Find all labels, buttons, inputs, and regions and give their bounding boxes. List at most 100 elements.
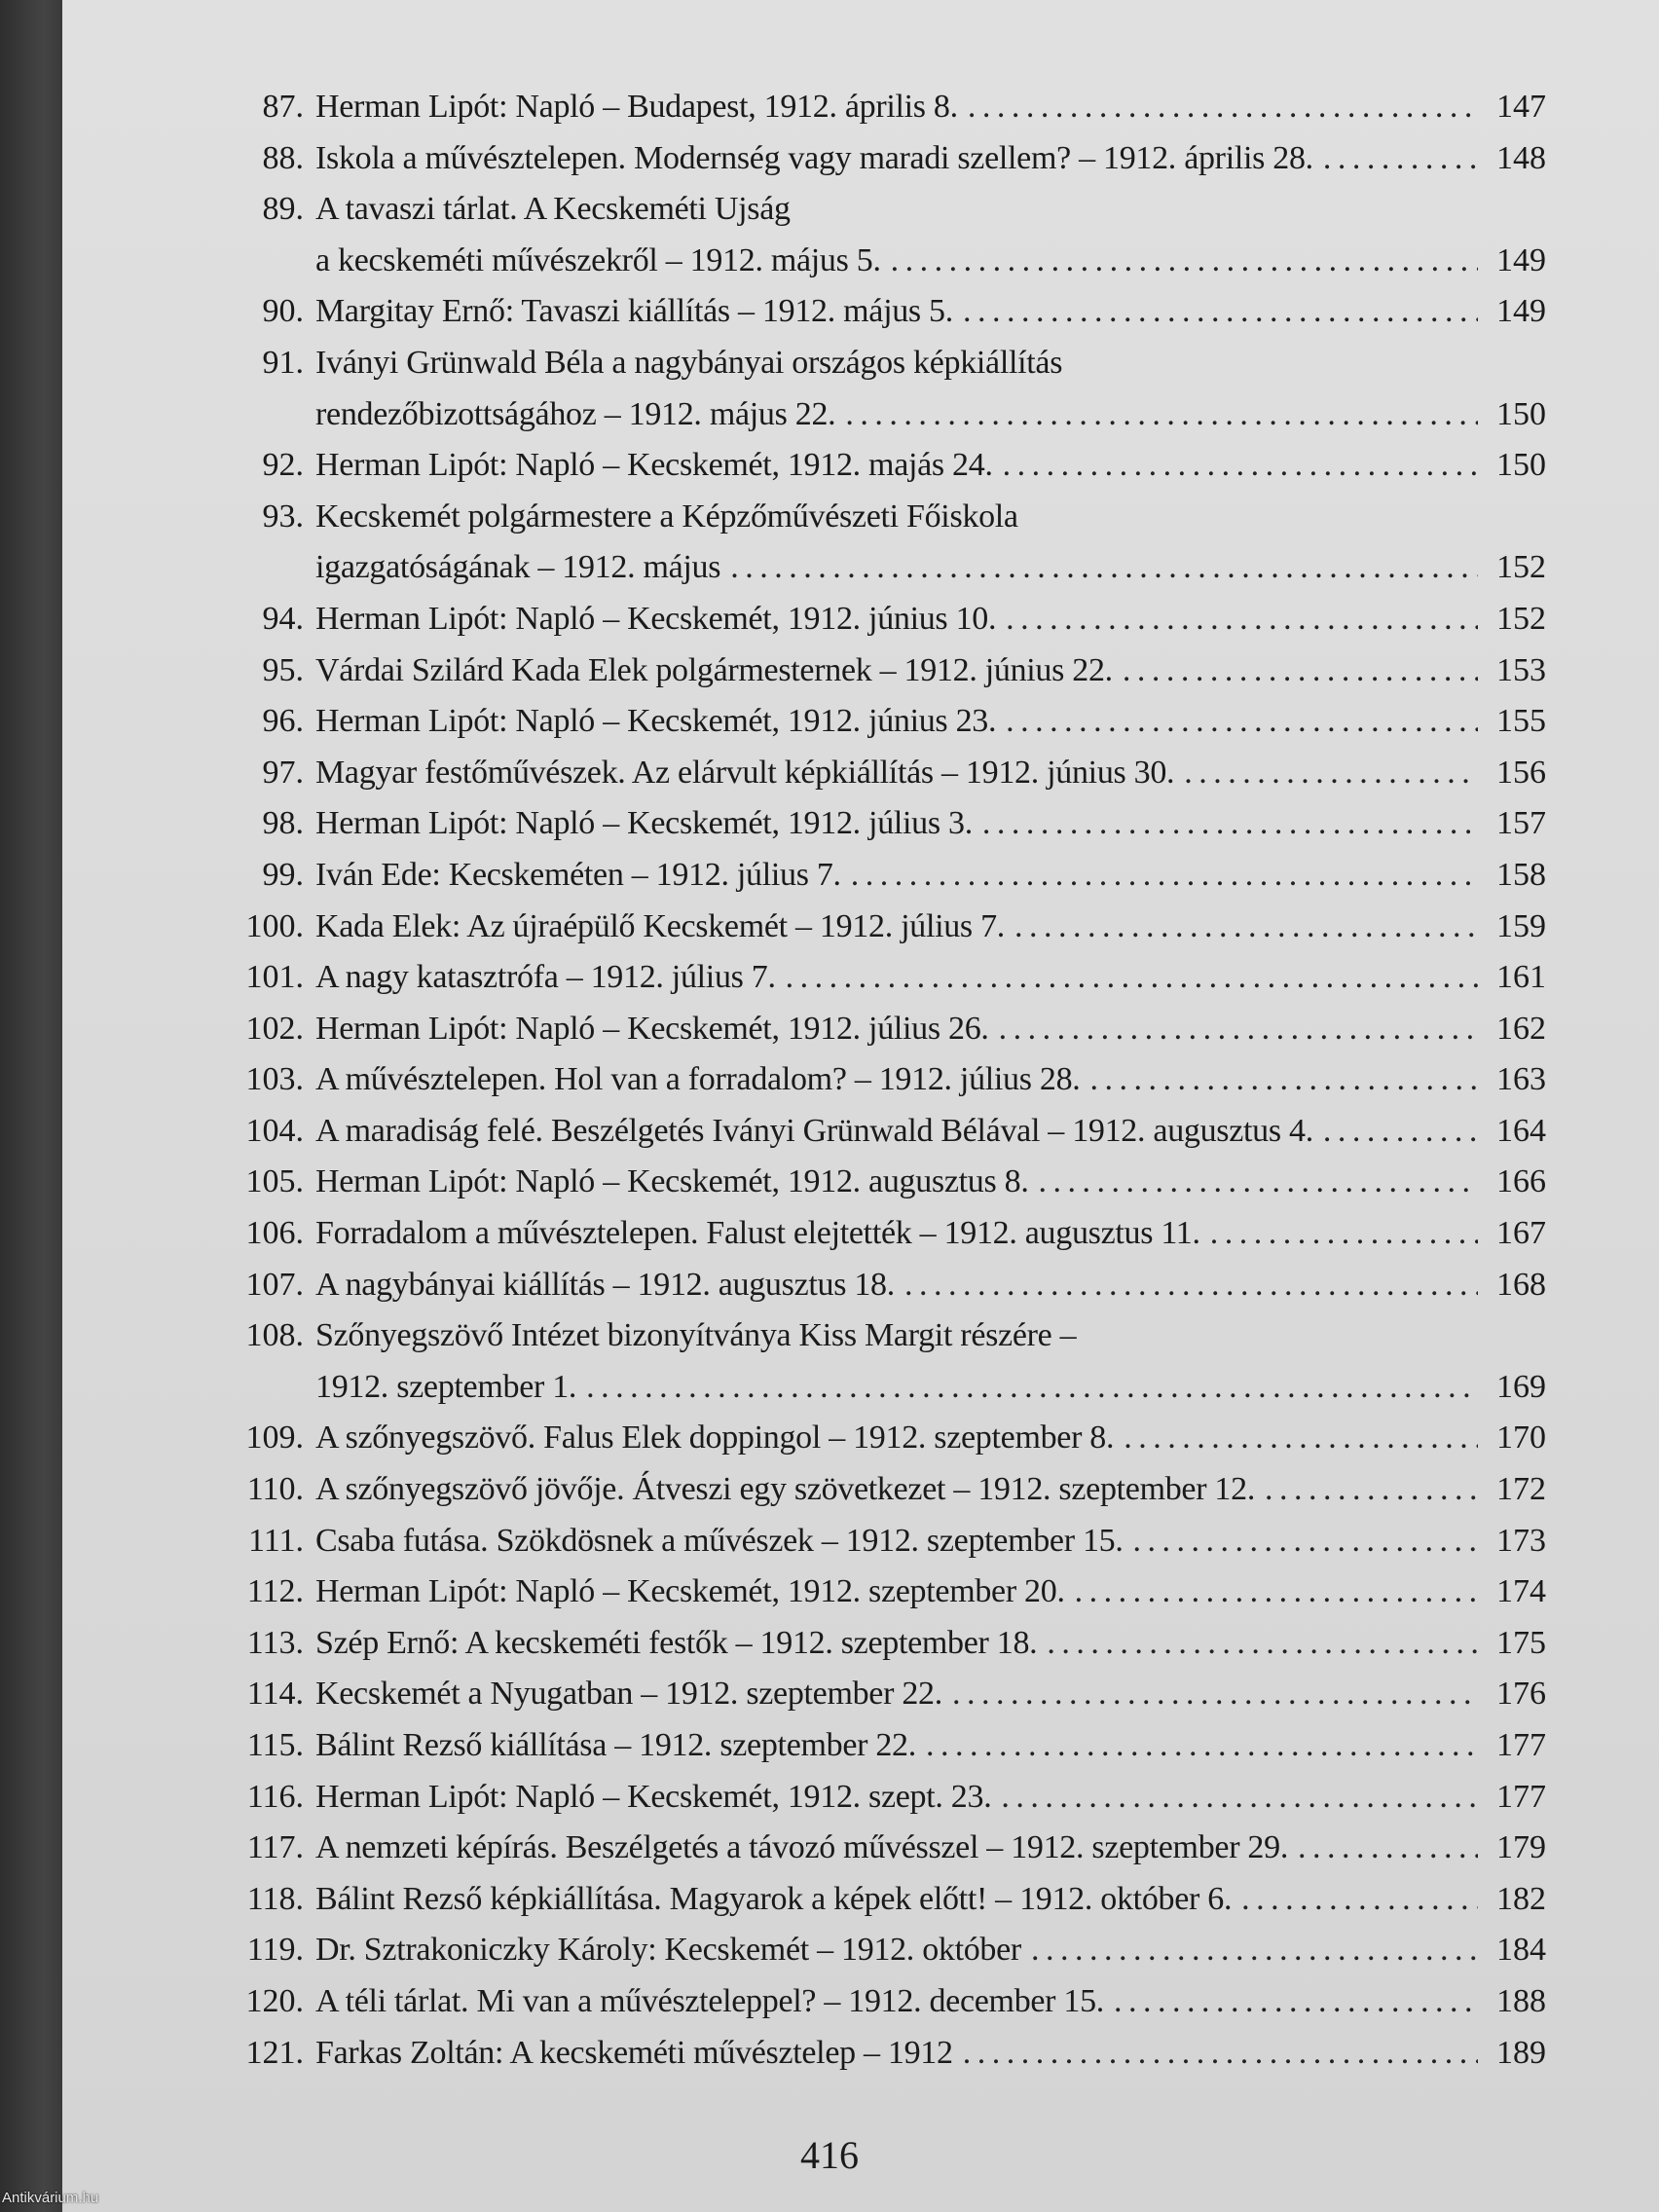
entry-title: Herman Lipót: Napló – Kecskemét, 1912. j… (315, 600, 997, 637)
dot-leader (1006, 594, 1478, 645)
dot-leader (1047, 1618, 1478, 1670)
dot-leader (1298, 1823, 1478, 1874)
entry-title: a kecskeméti művészekről – 1912. május 5… (315, 241, 881, 278)
dot-leader (926, 1720, 1478, 1772)
entry-title: A nagybányai kiállítás – 1912. augusztus… (315, 1266, 895, 1303)
toc-entry: 99. Iván Ede: Kecskeméten – 1912. július … (214, 850, 1547, 902)
entry-page-number: 152 (1496, 549, 1546, 586)
book-spine-shadow (0, 0, 62, 2212)
entry-title: Herman Lipót: Napló – Kecskemét, 1912. s… (315, 1573, 1065, 1610)
entry-page-number: 174 (1496, 1573, 1546, 1610)
toc-entry-continuation: 1912. szeptember 1. 169 (214, 1362, 1546, 1414)
entry-page-number: 169 (1496, 1368, 1546, 1405)
entry-page-number: 155 (1496, 703, 1546, 740)
dot-leader (1265, 1464, 1478, 1516)
entry-title: Szép Ernő: A kecskeméti festők – 1912. s… (315, 1624, 1038, 1661)
entry-page-number: 167 (1496, 1215, 1546, 1252)
entry-number: 110. (246, 1471, 304, 1508)
entry-title: Dr. Sztrakoniczky Károly: Kecskemét – 19… (315, 1932, 1021, 1969)
toc-entry: 90. Margitay Ernő: Tavaszi kiállítás – 19… (214, 286, 1547, 338)
dot-leader (851, 850, 1478, 902)
entry-number: 99. (262, 856, 305, 893)
entry-title: Forradalom a művésztelepen. Falust elejt… (315, 1215, 1200, 1252)
entry-number: 105. (245, 1163, 305, 1200)
toc-entry: 105. Herman Lipót: Napló – Kecskemét, 191… (214, 1157, 1547, 1208)
dot-leader (1124, 1413, 1478, 1464)
toc-entry: 102. Herman Lipót: Napló – Kecskemét, 191… (214, 1004, 1547, 1055)
entry-number: 104. (245, 1112, 305, 1149)
entry-page-number: 156 (1496, 754, 1546, 791)
entry-number: 93. (262, 498, 305, 535)
dot-leader (1039, 1157, 1478, 1208)
entry-page-number: 152 (1496, 600, 1546, 637)
entry-title: Herman Lipót: Napló – Kecskemét, 1912. j… (315, 1010, 989, 1047)
entry-number: 111. (248, 1522, 304, 1559)
entry-number: 116. (246, 1778, 304, 1815)
entry-number: 113. (246, 1624, 304, 1661)
dot-leader (1114, 1976, 1478, 2028)
entry-page-number: 166 (1496, 1163, 1546, 1200)
dot-leader (1090, 1054, 1479, 1106)
toc-entry: 118. Bálint Rezső képkiállítása. Magyarok… (214, 1874, 1546, 1926)
entry-title: Herman Lipót: Napló – Kecskemét, 1912. s… (315, 1778, 992, 1815)
entry-title: Bálint Rezső képkiállítása. Magyarok a k… (315, 1880, 1233, 1917)
entry-title: Csaba futása. Szökdösnek a művészek – 19… (315, 1522, 1124, 1559)
entry-page-number: 177 (1496, 1727, 1546, 1763)
toc-entry: 119. Dr. Sztrakoniczky Károly: Kecskemét … (214, 1925, 1546, 1976)
toc-entry: 121. Farkas Zoltán: A kecskeméti művészte… (214, 2028, 1547, 2080)
entry-number: 103. (245, 1061, 305, 1098)
toc-entry: 89. A tavaszi tárlat. A Kecskeméti Ujság (214, 184, 1546, 236)
dot-leader (904, 1260, 1478, 1311)
entry-title: Kada Elek: Az újraépülő Kecskemét – 1912… (315, 907, 1005, 944)
entry-title: Farkas Zoltán: A kecskeméti művésztelep … (315, 2034, 953, 2071)
entry-title: Iványi Grünwald Béla a nagybányai ország… (315, 344, 1063, 381)
entry-page-number: 188 (1496, 1982, 1546, 2019)
entry-title: Magyar festőművészek. Az elárvult képkiá… (315, 754, 1175, 791)
entry-number: 87. (262, 89, 305, 125)
entry-page-number: 177 (1496, 1778, 1546, 1815)
dot-leader (963, 2028, 1478, 2080)
toc-entry: 91. Iványi Grünwald Béla a nagybányai ors… (214, 338, 1546, 389)
dot-leader (891, 236, 1478, 287)
entry-page-number: 176 (1496, 1676, 1546, 1713)
entry-number: 121. (245, 2034, 305, 2071)
entry-number: 96. (262, 703, 305, 740)
toc-entry: 111. Csaba futása. Szökdösnek a művészek … (214, 1516, 1546, 1567)
entry-number: 89. (262, 191, 305, 228)
entry-number: 94. (262, 600, 305, 637)
toc-entry: 117. A nemzeti képírás. Beszélgetés a táv… (214, 1823, 1546, 1874)
entry-title: A művésztelepen. Hol van a forradalom? –… (315, 1061, 1081, 1098)
entry-title: Iván Ede: Kecskeméten – 1912. július 7. (315, 856, 841, 893)
entry-number: 120. (245, 1982, 305, 2019)
dot-leader (1006, 696, 1478, 748)
toc-entry-continuation: igazgatóságának – 1912. május 152 (214, 542, 1546, 594)
entry-page-number: 168 (1496, 1266, 1546, 1303)
entry-number: 109. (245, 1419, 305, 1456)
entry-title: 1912. szeptember 1. (315, 1368, 577, 1405)
entry-number: 118. (246, 1880, 304, 1917)
entry-page-number: 159 (1496, 907, 1546, 944)
toc-entry: 97. Magyar festőművészek. Az elárvult kép… (214, 748, 1547, 799)
toc-entry: 115. Bálint Rezső kiállítása – 1912. szep… (214, 1720, 1546, 1772)
toc-entry: 110. A szőnyegszövő jövője. Átveszi egy s… (214, 1464, 1546, 1516)
entry-title: Margitay Ernő: Tavaszi kiállítás – 1912.… (315, 293, 953, 330)
entry-page-number: 147 (1496, 89, 1546, 125)
dot-leader (1241, 1874, 1478, 1926)
entry-page-number: 158 (1496, 856, 1546, 893)
dot-leader (1323, 133, 1478, 185)
toc-entry: 96. Herman Lipót: Napló – Kecskemét, 1912… (214, 696, 1547, 748)
entry-title: A szőnyegszövő jövője. Átveszi egy szöve… (315, 1471, 1256, 1508)
toc-entry: 103. A művésztelepen. Hol van a forradalo… (214, 1054, 1547, 1106)
entry-title: A maradiság felé. Beszélgetés Iványi Grü… (315, 1112, 1313, 1149)
entry-title: Bálint Rezső kiállítása – 1912. szeptemb… (315, 1727, 916, 1763)
entry-title: Kecskemét a Nyugatban – 1912. szeptember… (315, 1676, 942, 1713)
dot-leader (952, 1669, 1478, 1720)
toc-entry: 113. Szép Ernő: A kecskeméti festők – 191… (214, 1618, 1546, 1670)
entry-number: 97. (262, 754, 305, 791)
dot-leader (586, 1362, 1478, 1414)
entry-title: Iskola a művésztelepen. Modernség vagy m… (315, 139, 1313, 176)
entry-number: 112. (246, 1573, 304, 1610)
entry-title: Herman Lipót: Napló – Budapest, 1912. áp… (315, 89, 958, 125)
entry-title: rendezőbizottságához – 1912. május 22. (315, 395, 836, 432)
toc-entry: 108. Szőnyegszövő Intézet bizonyítványa K… (214, 1310, 1546, 1362)
